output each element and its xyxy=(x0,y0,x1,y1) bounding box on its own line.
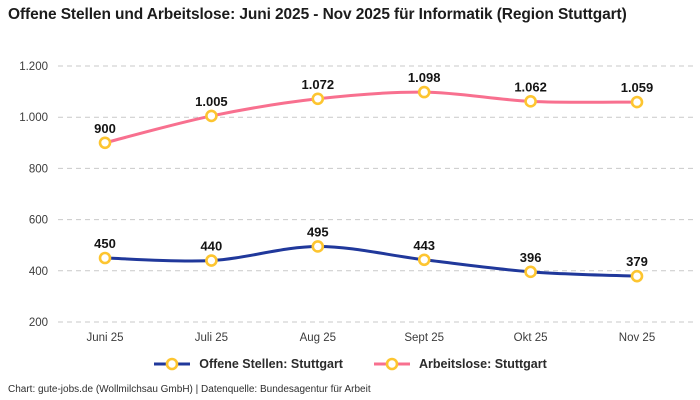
data-point-marker xyxy=(205,109,218,123)
data-label: 440 xyxy=(201,239,223,254)
y-axis-tick-label: 800 xyxy=(29,163,48,175)
y-axis-tick-label: 1.200 xyxy=(19,61,48,73)
legend-label: Arbeitslose: Stuttgart xyxy=(418,357,547,371)
series-line-arbeitslose xyxy=(103,90,639,145)
line-marker-swatch-icon xyxy=(373,357,410,371)
data-label: 1.005 xyxy=(195,94,228,109)
data-label: 443 xyxy=(413,238,435,253)
y-axis-tick-label: 600 xyxy=(29,215,48,227)
data-point-marker xyxy=(98,251,112,265)
x-axis-tick-label: Okt 25 xyxy=(514,332,548,344)
data-point-marker xyxy=(205,254,218,267)
data-point-marker xyxy=(524,95,537,108)
data-label: 1.098 xyxy=(408,70,441,85)
y-axis-tick-label: 200 xyxy=(29,317,48,329)
data-point-marker xyxy=(630,95,644,109)
data-point-marker xyxy=(524,265,537,279)
legend-item-arbeitslose: Arbeitslose: Stuttgart xyxy=(373,357,547,371)
data-label: 495 xyxy=(307,224,329,239)
line-marker-swatch-icon xyxy=(154,357,191,371)
data-label: 396 xyxy=(520,250,542,265)
y-axis-tick-label: 400 xyxy=(29,266,48,278)
x-axis-tick-label: Nov 25 xyxy=(619,332,655,344)
data-label: 1.072 xyxy=(302,77,335,92)
chart-title: Offene Stellen und Arbeitslose: Juni 202… xyxy=(8,6,627,23)
x-axis-tick-label: Aug 25 xyxy=(300,332,336,344)
data-point-marker xyxy=(417,85,431,99)
legend-item-offene-stellen: Offene Stellen: Stuttgart xyxy=(153,357,343,371)
chart-legend: Offene Stellen: Stuttgart Arbeitslose: S… xyxy=(0,357,700,371)
y-axis-tick-label: 1.000 xyxy=(19,112,48,124)
data-label: 1.059 xyxy=(621,80,654,95)
series-line-offene-stellen xyxy=(103,244,639,278)
data-point-marker xyxy=(311,240,325,253)
data-label: 379 xyxy=(626,254,648,269)
data-label: 900 xyxy=(94,121,116,136)
x-axis-tick-label: Juni 25 xyxy=(86,332,123,344)
data-point-marker xyxy=(98,136,112,150)
line-chart-plot-area: 200 400 600 800 1.000 1.200 Juni 25 Juli 25 Aug … xyxy=(19,61,694,344)
x-axis-tick-label: Sept 25 xyxy=(404,332,444,344)
data-point-marker xyxy=(630,269,644,283)
data-point-marker xyxy=(311,92,325,106)
data-label: 1.062 xyxy=(514,79,547,94)
data-point-marker xyxy=(417,253,431,267)
chart-attribution: Chart: gute-jobs.de (Wollmilchsau GmbH) … xyxy=(8,384,371,395)
x-axis-tick-label: Juli 25 xyxy=(195,332,228,344)
data-label: 450 xyxy=(94,236,116,251)
legend-label: Offene Stellen: Stuttgart xyxy=(199,357,343,371)
